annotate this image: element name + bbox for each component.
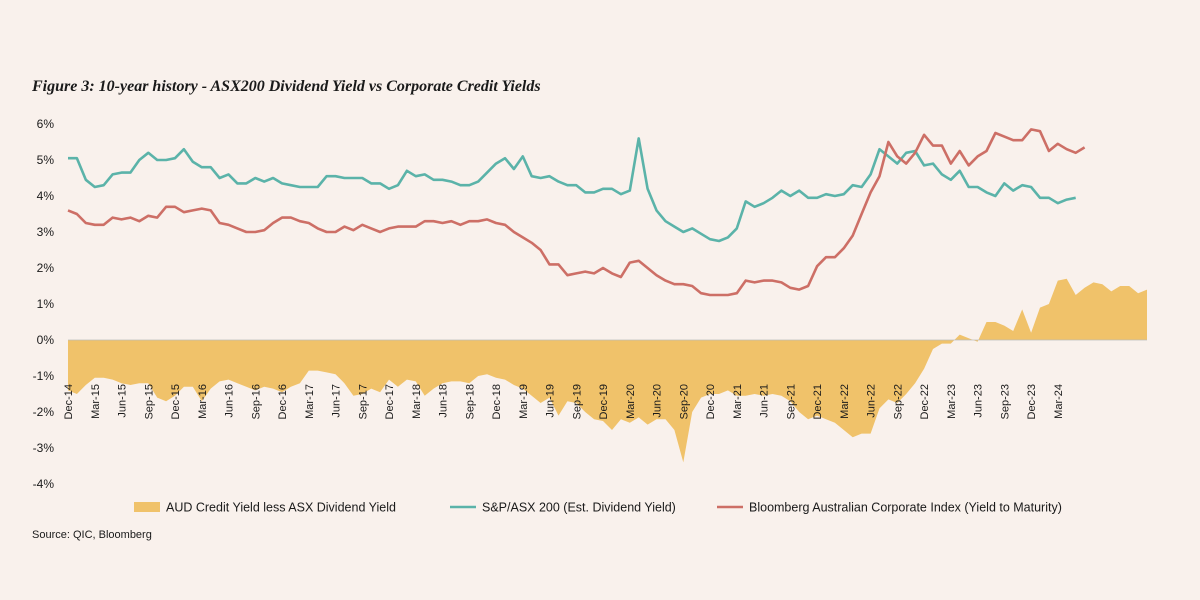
x-tick-label: Dec-20 [705, 384, 717, 419]
x-axis-ticks: Dec-14 Mar-15 Jun-15 Sep-15 Dec-15 Mar-16 Jun-… [63, 384, 1065, 420]
x-tick-label: Sep-16 [250, 384, 262, 419]
y-axis-ticks: 6% 5% 4% 3% 2% 1% 0% -1% -2% -3% -4% [33, 117, 55, 491]
x-tick-label: Dec-17 [384, 384, 396, 419]
x-tick-label: Mar-24 [1053, 384, 1065, 419]
x-tick-label: Jun-21 [759, 384, 771, 418]
x-tick-label: Mar-23 [946, 384, 958, 419]
x-tick-label: Sep-22 [892, 384, 904, 419]
x-tick-label: Sep-19 [571, 384, 583, 419]
x-tick-label: Jun-22 [866, 384, 878, 418]
x-tick-label: Mar-16 [197, 384, 209, 419]
legend: AUD Credit Yield less ASX Dividend Yield… [134, 501, 1062, 515]
x-tick-label: Mar-21 [732, 384, 744, 419]
y-tick-label: -3% [33, 441, 55, 455]
x-tick-label: Jun-19 [545, 384, 557, 418]
x-tick-label: Dec-15 [170, 384, 182, 419]
x-tick-label: Dec-21 [812, 384, 824, 419]
x-tick-label: Jun-23 [973, 384, 985, 418]
dividend-yield-line [68, 137, 1076, 243]
y-tick-label: 2% [37, 261, 55, 275]
legend-label: AUD Credit Yield less ASX Dividend Yield [166, 501, 396, 515]
x-tick-label: Dec-14 [63, 384, 75, 419]
y-tick-label: -1% [33, 369, 55, 383]
x-tick-label: Mar-15 [90, 384, 102, 419]
y-tick-label: -4% [33, 477, 55, 491]
y-tick-label: 3% [37, 225, 55, 239]
x-tick-label: Mar-22 [839, 384, 851, 419]
x-tick-label: Mar-17 [304, 384, 316, 419]
x-tick-label: Dec-18 [491, 384, 503, 419]
x-tick-label: Dec-23 [1026, 384, 1038, 419]
x-tick-label: Jun-17 [331, 384, 343, 418]
legend-swatch-area [134, 502, 160, 512]
y-tick-label: 1% [37, 297, 55, 311]
x-tick-label: Mar-18 [411, 384, 423, 419]
x-tick-label: Sep-20 [678, 384, 690, 419]
line-series-group [67, 128, 1086, 297]
x-tick-label: Sep-23 [999, 384, 1011, 419]
x-tick-label: Mar-19 [518, 384, 530, 419]
y-tick-label: 6% [37, 117, 55, 131]
y-tick-label: 0% [37, 333, 55, 347]
y-tick-label: 4% [37, 189, 55, 203]
x-tick-label: Jun-18 [438, 384, 450, 418]
x-tick-label: Jun-16 [224, 384, 236, 418]
x-tick-label: Mar-20 [625, 384, 637, 419]
spread-area [68, 278, 1147, 463]
x-tick-label: Jun-15 [117, 384, 129, 418]
x-tick-label: Dec-16 [277, 384, 289, 419]
x-tick-label: Sep-17 [357, 384, 369, 419]
credit-yield-line [67, 128, 1086, 297]
x-tick-label: Sep-21 [785, 384, 797, 419]
x-tick-label: Sep-15 [143, 384, 155, 419]
chart-title: Figure 3: 10-year history - ASX200 Divid… [32, 78, 541, 95]
x-tick-label: Dec-22 [919, 384, 931, 419]
x-tick-label: Sep-18 [464, 384, 476, 419]
legend-label: Bloomberg Australian Corporate Index (Yi… [749, 501, 1062, 515]
y-tick-label: 5% [37, 153, 55, 167]
y-tick-label: -2% [33, 405, 55, 419]
spread-area-series [68, 278, 1147, 463]
source-note: Source: QIC, Bloomberg [32, 529, 152, 541]
legend-label: S&P/ASX 200 (Est. Dividend Yield) [482, 501, 676, 515]
x-tick-label: Dec-19 [598, 384, 610, 419]
x-tick-label: Jun-20 [652, 384, 664, 418]
